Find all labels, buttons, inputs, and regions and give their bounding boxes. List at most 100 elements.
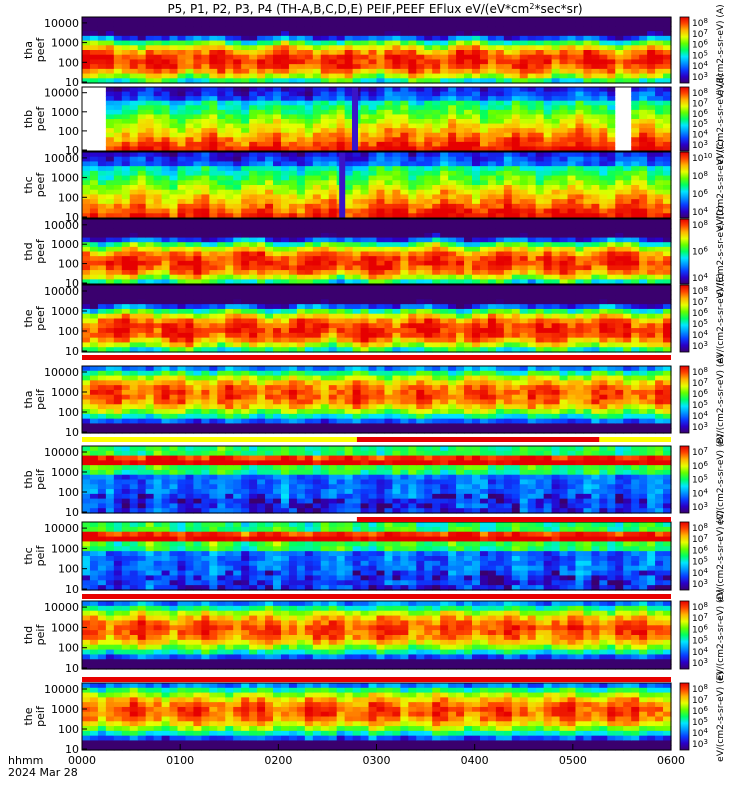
- spectrogram-cell: [615, 232, 624, 239]
- spectrogram-cell: [647, 26, 656, 32]
- spectrogram-cell: [567, 237, 577, 243]
- spectrogram-cell: [495, 45, 505, 51]
- spectrogram-cell: [320, 45, 330, 51]
- spectrogram-cell: [105, 260, 115, 267]
- spectrogram-cell: [105, 105, 115, 111]
- spectrogram-cell: [169, 237, 179, 243]
- spectrogram-cell: [503, 21, 513, 28]
- spectrogram-cell: [265, 199, 274, 205]
- spectrogram-cell: [105, 304, 115, 310]
- spectrogram-cell: [575, 87, 585, 93]
- spectrogram-cell: [607, 223, 616, 229]
- spectrogram-cell: [89, 91, 99, 97]
- spectrogram-cell: [440, 114, 449, 120]
- spectrogram-cell: [623, 270, 632, 276]
- colorbar: [679, 218, 690, 285]
- spectrogram-cell: [519, 40, 529, 46]
- spectrogram-cell: [97, 299, 107, 305]
- spectrogram-cell: [487, 54, 497, 61]
- spectrogram-cell: [495, 237, 505, 243]
- spectrogram-cell: [416, 223, 425, 229]
- spectrogram-cell: [352, 166, 362, 172]
- spectrogram-cell: [663, 128, 672, 134]
- spectrogram-cell: [487, 59, 497, 65]
- spectrogram-cell: [89, 156, 99, 163]
- spectrogram-cell: [607, 73, 616, 79]
- spectrogram-cell: [288, 285, 298, 291]
- spectrogram-cell: [368, 213, 378, 219]
- spectrogram-cell: [161, 219, 171, 225]
- spectrogram-cell: [424, 132, 433, 138]
- spectrogram-cell: [639, 73, 648, 79]
- spectrogram-cell: [607, 64, 616, 70]
- spectrogram-cell: [280, 219, 290, 225]
- spectrogram-cell: [320, 219, 330, 225]
- spectrogram-cell: [153, 337, 163, 344]
- spectrogram-cell: [105, 251, 115, 257]
- spectrogram-cell: [225, 189, 234, 196]
- spectrogram-cell: [145, 109, 155, 116]
- spectrogram-cell: [448, 347, 457, 353]
- spectrogram-cell: [583, 242, 593, 248]
- spectrogram-cell: [400, 128, 409, 134]
- spectrogram-cell: [599, 232, 608, 239]
- spectrogram-cell: [416, 265, 425, 271]
- spectrogram-cell: [145, 289, 155, 296]
- spectrogram-cell: [153, 91, 163, 97]
- spectrogram-cell: [193, 105, 202, 111]
- spectrogram-cell: [479, 68, 489, 75]
- spectrogram-cell: [456, 100, 465, 106]
- spectrogram-cell: [153, 31, 163, 37]
- spectrogram-cell: [487, 78, 497, 84]
- spectrogram-cell: [360, 313, 370, 320]
- spectrogram-cell: [559, 137, 569, 143]
- spectrogram-cell: [464, 105, 473, 111]
- spectrogram-cell: [360, 54, 370, 61]
- spectrogram-cell: [631, 152, 640, 158]
- spectrogram-cell: [328, 232, 338, 239]
- spectrogram-cell: [241, 152, 250, 158]
- spectrogram-cell: [360, 299, 370, 305]
- spectrogram-cell: [288, 45, 298, 51]
- spectrogram-cell: [567, 208, 577, 214]
- spectrogram-cell: [185, 91, 195, 97]
- spectrogram-cell: [273, 175, 282, 181]
- spectrogram-cell: [304, 213, 314, 219]
- spectrogram-cell: [344, 141, 354, 148]
- spectrogram-cell: [623, 132, 632, 138]
- spectrogram-cell: [257, 347, 266, 353]
- spectrogram-cell: [320, 175, 330, 181]
- spectrogram-cell: [217, 175, 226, 181]
- spectrogram-cell: [129, 279, 139, 285]
- spectrogram-cell: [201, 308, 210, 315]
- spectrogram-cell: [376, 17, 386, 23]
- spectrogram-cell: [201, 68, 210, 75]
- spectrogram-cell: [543, 219, 553, 225]
- spectrogram-cell: [400, 208, 409, 214]
- spectrogram-cell: [503, 31, 513, 37]
- spectrogram-cell: [288, 332, 298, 339]
- spectrogram-cell: [265, 299, 274, 305]
- spectrogram-cell: [392, 17, 401, 23]
- spectrogram-cell: [352, 156, 362, 163]
- spectrogram-cell: [400, 237, 409, 243]
- spectrogram-cell: [631, 26, 640, 32]
- spectrogram-cell: [623, 256, 632, 262]
- panel-y-label: peef: [34, 37, 47, 63]
- spectrogram-cell: [113, 323, 123, 329]
- spectrogram-cell: [448, 246, 457, 253]
- spectrogram-cell: [121, 123, 131, 129]
- spectrogram-cell: [472, 146, 481, 152]
- spectrogram-cell: [360, 128, 370, 134]
- spectrogram-cell: [89, 308, 99, 315]
- spectrogram-cell: [368, 337, 378, 344]
- spectrogram-cell: [440, 45, 449, 51]
- spectrogram-cell: [161, 304, 171, 310]
- spectrogram-cell: [607, 246, 616, 253]
- spectrogram-cell: [312, 347, 322, 353]
- spectrogram-cell: [280, 64, 290, 70]
- spectrogram-cell: [384, 294, 394, 300]
- spectrogram-cell: [82, 73, 91, 79]
- spectrogram-cell: [161, 328, 171, 334]
- spectrogram-cell: [304, 323, 314, 329]
